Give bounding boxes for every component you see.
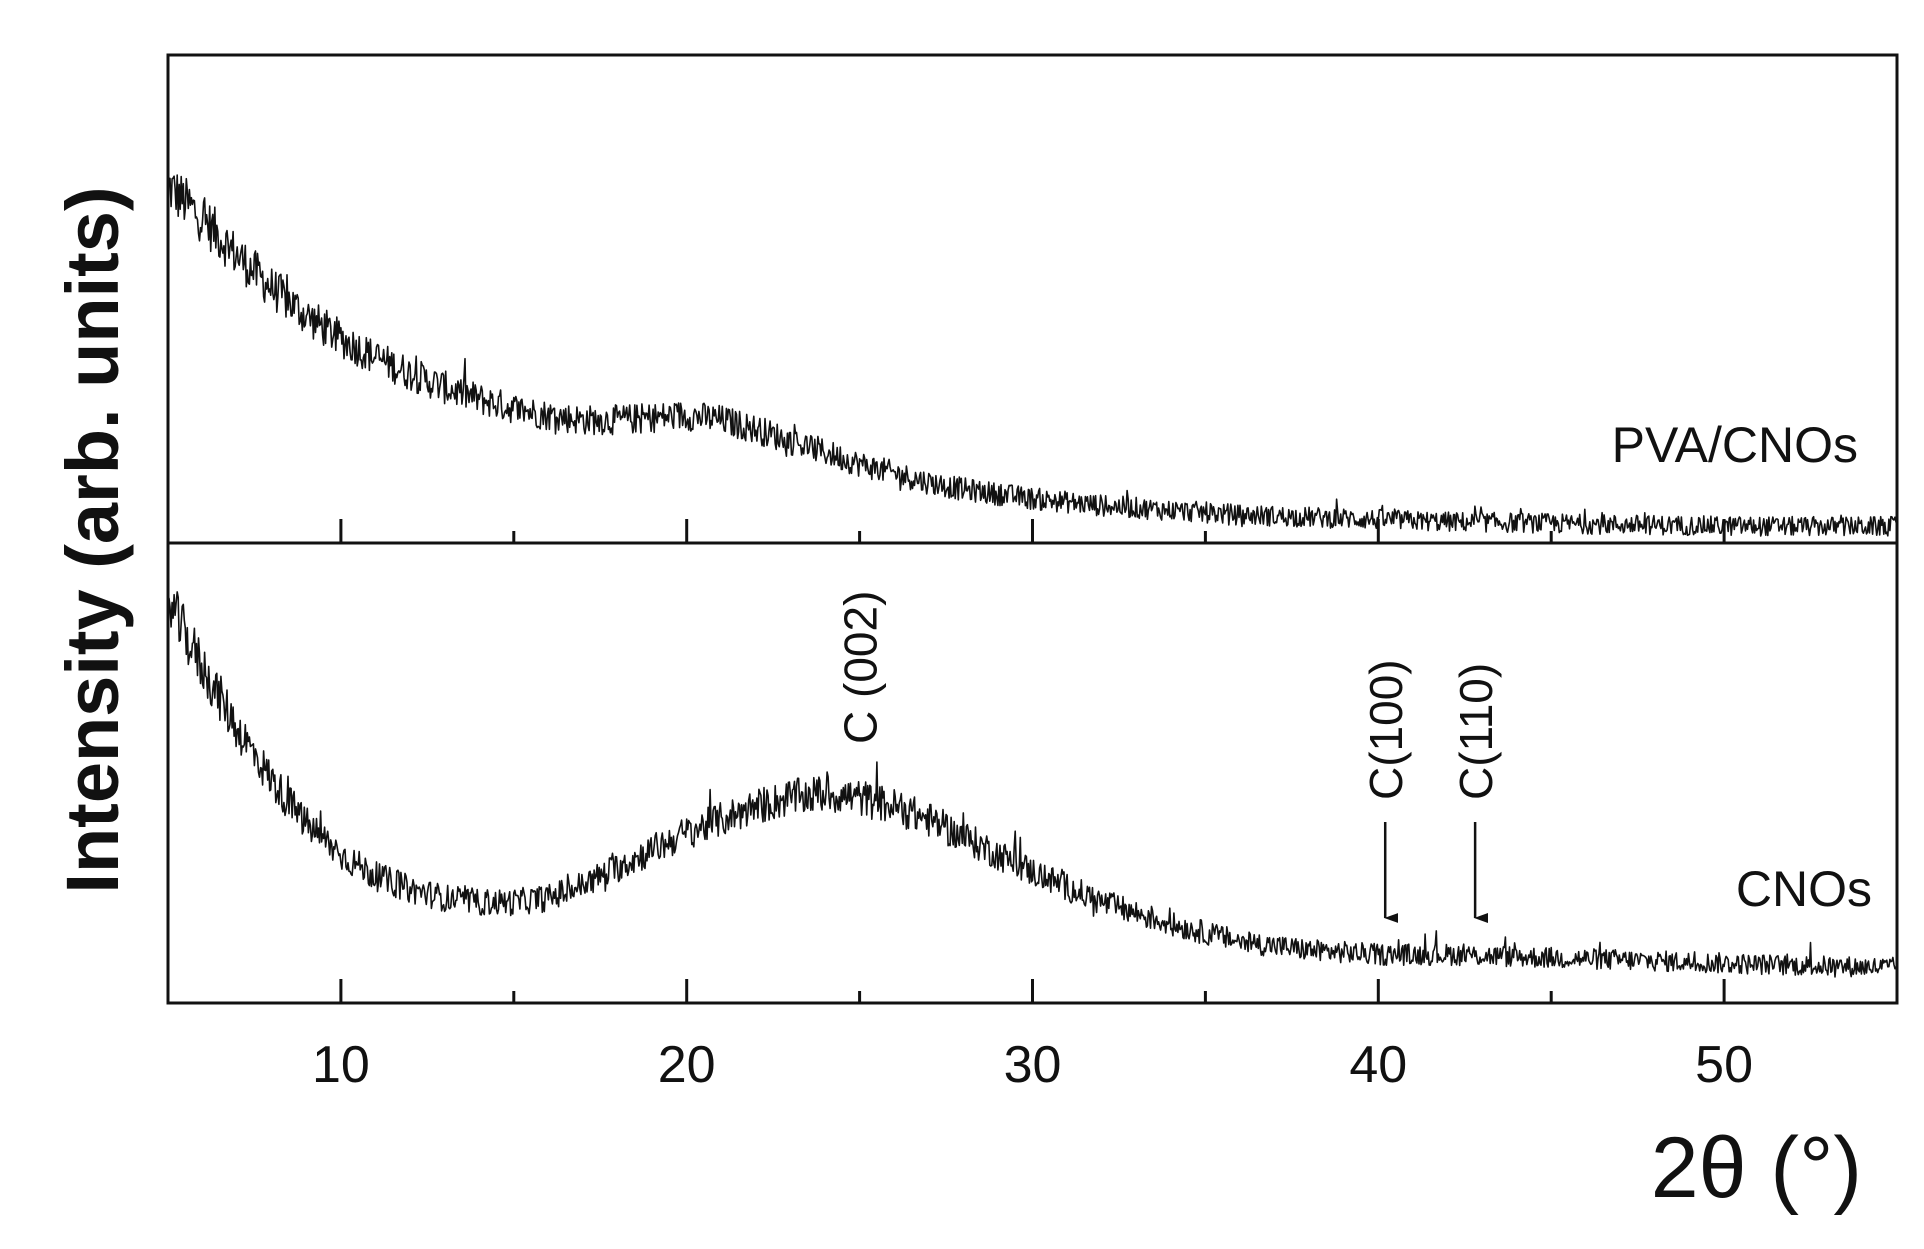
x-tick-label: 30 (1004, 1036, 1062, 1094)
peak-annotation-label: C (002) (835, 591, 887, 744)
x-tick-label: 20 (658, 1036, 716, 1094)
series-line-top (167, 174, 1898, 537)
x-axis-title: 2θ (°) (1651, 1120, 1862, 1216)
series-label-top: PVA/CNOs (1612, 417, 1858, 473)
peak-annotation-label: C(110) (1450, 663, 1502, 800)
x-tick-label: 50 (1695, 1036, 1753, 1094)
series-line-bottom (167, 591, 1898, 978)
series-label-bottom: CNOs (1736, 861, 1872, 917)
y-axis-title: Intensity (arb. units) (51, 186, 134, 893)
x-tick-label: 40 (1349, 1036, 1407, 1094)
x-tick-label: 10 (312, 1036, 370, 1094)
peak-annotation-label: C(100) (1360, 659, 1412, 800)
